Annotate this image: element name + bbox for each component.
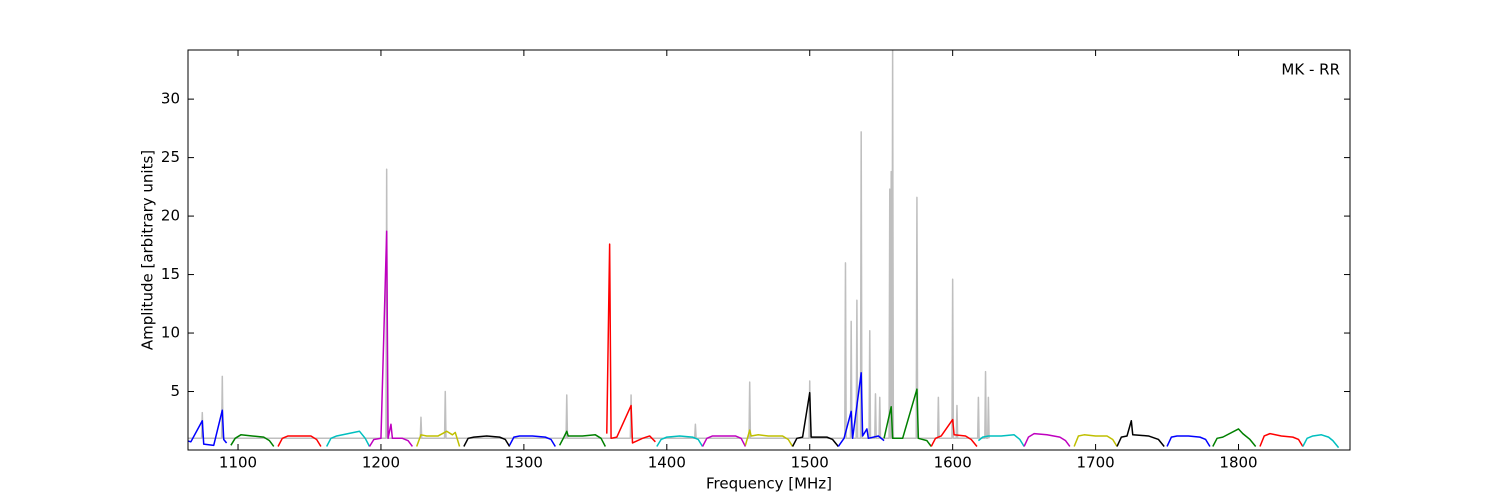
x-tick-label: 1700: [1076, 454, 1114, 472]
y-tick-label: 5: [170, 382, 180, 400]
plot-area: [188, 50, 1340, 449]
spectrum-line: [930, 418, 978, 447]
spectrum-line: [656, 435, 704, 447]
spectrum-line: [1212, 428, 1257, 447]
x-tick-label: 1500: [791, 454, 829, 472]
spectrum-line: [1302, 434, 1340, 449]
spectrum-line: [606, 243, 656, 444]
spectrum-line: [558, 430, 607, 447]
spectrum-line: [1166, 435, 1211, 447]
x-axis-label: Frequency [MHz]: [706, 475, 832, 493]
spectrum-line: [837, 372, 885, 447]
y-tick-label: 10: [161, 324, 180, 342]
spectrum-line: [463, 435, 511, 447]
spectrum-line: [1116, 420, 1165, 447]
spectrum-line: [977, 434, 1025, 447]
spectrum-line: [230, 434, 275, 447]
spectrum-line: [791, 391, 839, 447]
spectrum-line: [188, 50, 990, 440]
spectrum-line: [508, 435, 556, 447]
spectrum-line: [415, 430, 461, 447]
spectrum-line: [1259, 432, 1304, 447]
y-tick-label: 30: [161, 90, 180, 108]
spectrum-line: [1073, 434, 1118, 447]
spectrum-line: [1023, 432, 1071, 447]
y-tick-label: 20: [161, 207, 180, 225]
y-axis-label: Amplitude [arbitrary units]: [139, 150, 157, 350]
spectrum-line: [701, 435, 747, 447]
annotation: MK - RR: [1281, 61, 1340, 79]
spectrum-line: [883, 388, 932, 447]
spectrum-line: [277, 435, 322, 447]
spectrum-line: [368, 230, 414, 447]
x-tick-label: 1200: [362, 454, 400, 472]
spectrum-line: [325, 430, 371, 447]
x-tick-label: 1100: [219, 454, 257, 472]
x-tick-label: 1800: [1219, 454, 1257, 472]
y-tick-label: 15: [161, 265, 180, 283]
x-tick-label: 1400: [648, 454, 686, 472]
y-tick-label: 25: [161, 148, 180, 166]
spectrum-line: [744, 429, 794, 447]
spectrum-line: [188, 409, 228, 447]
x-tick-label: 1300: [505, 454, 543, 472]
x-tick-label: 1600: [934, 454, 972, 472]
axes-frame: [187, 49, 1351, 451]
